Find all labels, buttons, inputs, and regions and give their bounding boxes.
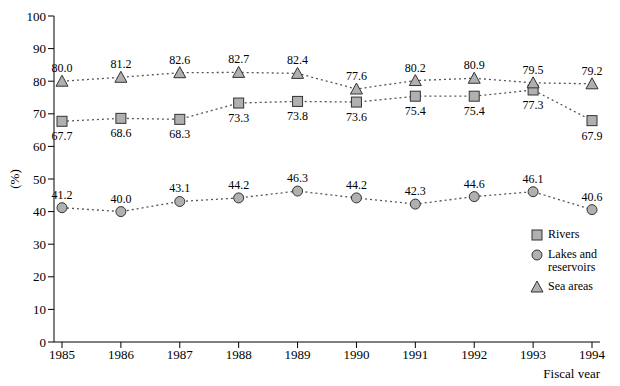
svg-text:40: 40: [33, 204, 46, 219]
svg-text:73.8: 73.8: [287, 109, 308, 123]
html-text:Rivers: Rivers: [548, 227, 580, 241]
svg-text:77.3: 77.3: [523, 98, 544, 112]
svg-text:1994: 1994: [579, 347, 606, 362]
svg-text:30: 30: [33, 237, 46, 252]
svg-text:82.6: 82.6: [169, 53, 190, 67]
svg-text:100: 100: [27, 9, 47, 24]
svg-text:1991: 1991: [402, 347, 428, 362]
svg-text:75.4: 75.4: [405, 104, 426, 118]
svg-text:79.5: 79.5: [523, 63, 544, 77]
svg-text:42.3: 42.3: [405, 184, 426, 198]
svg-text:68.3: 68.3: [169, 127, 190, 141]
svg-text:50: 50: [33, 172, 46, 187]
svg-text:(%): (%): [8, 169, 22, 189]
svg-text:82.7: 82.7: [228, 52, 249, 66]
svg-text:40.6: 40.6: [582, 190, 603, 204]
svg-text:1990: 1990: [343, 347, 369, 362]
svg-text:67.9: 67.9: [582, 129, 603, 143]
svg-text:60: 60: [33, 139, 46, 154]
svg-text:80.2: 80.2: [405, 61, 426, 75]
svg-text:Fiscal year: Fiscal year: [543, 366, 600, 378]
html-text:Sea areas: Sea areas: [548, 279, 593, 293]
svg-text:1987: 1987: [167, 347, 194, 362]
svg-text:73.6: 73.6: [346, 110, 367, 124]
svg-text:44.2: 44.2: [346, 178, 367, 192]
svg-text:80: 80: [33, 74, 46, 89]
svg-text:46.1: 46.1: [523, 172, 544, 186]
svg-text:77.6: 77.6: [346, 69, 367, 83]
svg-text:81.2: 81.2: [110, 57, 131, 71]
svg-text:40.0: 40.0: [110, 192, 131, 206]
svg-text:70: 70: [33, 106, 46, 121]
svg-text:10: 10: [33, 302, 46, 317]
svg-text:1993: 1993: [520, 347, 546, 362]
svg-text:43.1: 43.1: [169, 181, 190, 195]
svg-text:0: 0: [40, 335, 47, 350]
svg-text:73.3: 73.3: [228, 111, 249, 125]
svg-text:80.9: 80.9: [464, 58, 485, 72]
svg-text:1985: 1985: [49, 347, 75, 362]
svg-text:80.0: 80.0: [52, 61, 73, 75]
svg-text:44.6: 44.6: [464, 177, 485, 191]
svg-text:68.6: 68.6: [110, 126, 131, 140]
svg-text:1986: 1986: [108, 347, 135, 362]
svg-text:67.7: 67.7: [52, 129, 73, 143]
svg-text:1992: 1992: [461, 347, 487, 362]
svg-text:1988: 1988: [226, 347, 252, 362]
svg-text:1989: 1989: [285, 347, 311, 362]
svg-text:75.4: 75.4: [464, 104, 485, 118]
svg-text:44.2: 44.2: [228, 178, 249, 192]
svg-text:82.4: 82.4: [287, 53, 308, 67]
svg-text:41.2: 41.2: [52, 188, 73, 202]
svg-text:46.3: 46.3: [287, 171, 308, 185]
html-text:Lakes and reservoirs: Lakes and reservoirs: [548, 247, 597, 274]
svg-text:79.2: 79.2: [582, 64, 603, 78]
svg-text:20: 20: [33, 269, 46, 284]
svg-text:90: 90: [33, 41, 46, 56]
